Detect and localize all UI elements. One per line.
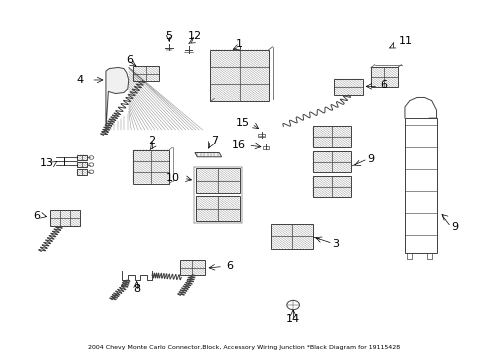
FancyBboxPatch shape [77, 162, 87, 167]
FancyBboxPatch shape [370, 67, 397, 87]
Text: 14: 14 [285, 314, 300, 324]
Text: 13: 13 [40, 158, 54, 168]
FancyBboxPatch shape [180, 260, 204, 275]
Text: 11: 11 [398, 36, 412, 46]
Circle shape [89, 156, 94, 159]
Text: 9: 9 [366, 154, 373, 164]
FancyBboxPatch shape [132, 66, 159, 81]
Text: 8: 8 [133, 284, 140, 294]
FancyBboxPatch shape [196, 196, 239, 221]
Bar [258, 134, 264, 137]
FancyBboxPatch shape [196, 168, 239, 193]
Text: 6: 6 [225, 261, 233, 271]
Circle shape [286, 300, 299, 310]
Circle shape [89, 170, 94, 174]
Text: 12: 12 [187, 31, 201, 41]
Text: 4: 4 [76, 75, 83, 85]
Text: 1: 1 [236, 39, 243, 49]
Text: 9: 9 [450, 222, 457, 232]
Text: 6: 6 [380, 80, 387, 90]
Text: 2: 2 [148, 136, 155, 146]
Text: 5: 5 [165, 31, 172, 41]
FancyBboxPatch shape [404, 118, 436, 253]
FancyBboxPatch shape [132, 150, 169, 184]
Circle shape [89, 163, 94, 166]
FancyBboxPatch shape [271, 224, 312, 249]
FancyBboxPatch shape [77, 169, 87, 175]
Text: 15: 15 [235, 118, 249, 128]
FancyBboxPatch shape [334, 79, 362, 95]
FancyBboxPatch shape [50, 210, 80, 226]
Text: 7: 7 [210, 136, 218, 147]
Bar [263, 146, 269, 149]
Text: 10: 10 [166, 173, 180, 183]
Text: 3: 3 [331, 239, 338, 249]
Text: 16: 16 [231, 140, 245, 150]
FancyBboxPatch shape [312, 152, 351, 172]
Polygon shape [195, 153, 221, 157]
Text: 2004 Chevy Monte Carlo Connector,Block, Accessory Wiring Junction *Black Diagram: 2004 Chevy Monte Carlo Connector,Block, … [88, 345, 400, 350]
FancyBboxPatch shape [312, 126, 351, 147]
Text: 6: 6 [33, 211, 40, 221]
Text: 6: 6 [126, 55, 133, 65]
FancyBboxPatch shape [210, 50, 268, 102]
FancyBboxPatch shape [312, 176, 351, 197]
FancyBboxPatch shape [77, 155, 87, 160]
Polygon shape [106, 67, 128, 130]
